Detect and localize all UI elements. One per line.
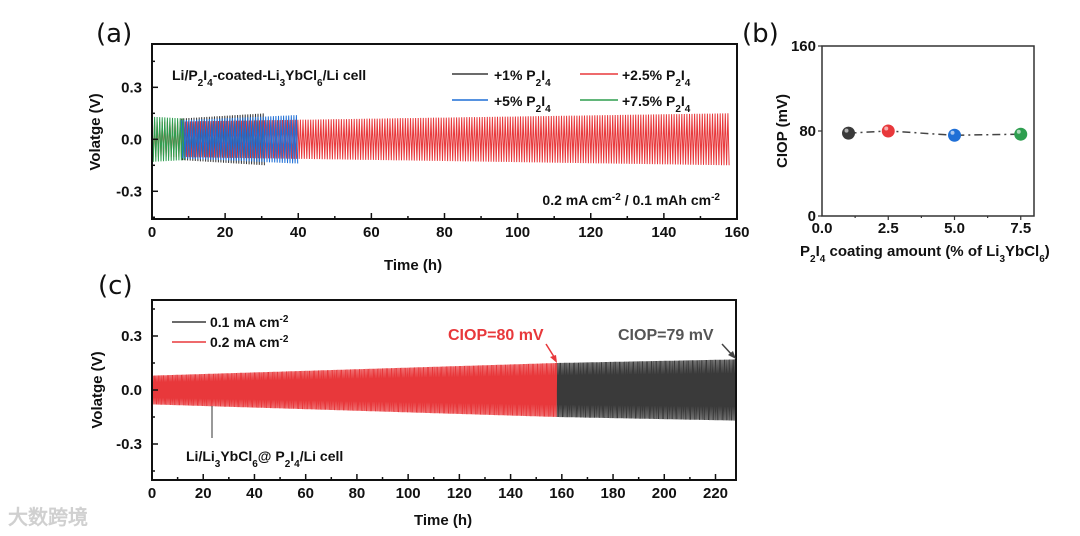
data-point-b-3	[1014, 127, 1028, 141]
series-line-c-1	[151, 362, 558, 418]
x-axis-label-a: Time (h)	[384, 257, 442, 274]
plot-area-c	[151, 359, 737, 421]
x-tick-label-c: 180	[601, 485, 626, 502]
series-line-a-2	[180, 115, 299, 164]
panel-label-b: (b)	[742, 19, 779, 49]
x-tick-label-c: 80	[349, 485, 366, 502]
y-tick-label-c: 0.3	[121, 328, 142, 345]
data-point-highlight-b-2	[950, 130, 955, 135]
y-tick-label-b: 80	[799, 123, 816, 140]
data-point-highlight-b-0	[844, 128, 849, 133]
panel-label-c: (c)	[98, 271, 133, 301]
plot-area-a	[151, 113, 730, 166]
ciop-arrowhead-gray	[728, 351, 736, 359]
x-tick-label-c: 100	[396, 485, 421, 502]
x-tick-label-a: 80	[436, 224, 453, 241]
watermark: 大数跨境	[8, 505, 88, 529]
legend-label-1pct: +1% P2I4	[494, 67, 551, 89]
series-line-a-0	[151, 113, 730, 166]
x-tick-label-b: 7.5	[1010, 220, 1031, 237]
x-tick-label-a: 20	[217, 224, 234, 241]
x-tick-label-a: 40	[290, 224, 307, 241]
data-point-highlight-b-3	[1016, 129, 1021, 134]
y-tick-label-c: -0.3	[116, 436, 142, 453]
y-tick-label-a: 0.0	[121, 131, 142, 148]
cell-annotation-c: Li/Li3YbCl6@ P2I4/Li cell	[186, 448, 343, 470]
x-tick-label-a: 160	[724, 224, 749, 241]
series-line-a-3	[151, 116, 185, 162]
y-tick-label-c: 0.0	[121, 382, 142, 399]
x-tick-label-c: 160	[549, 485, 574, 502]
x-tick-label-b: 2.5	[878, 220, 899, 237]
x-tick-label-b: 5.0	[944, 220, 965, 237]
legend-label-0-1: 0.1 mA cm-2	[210, 314, 289, 331]
x-tick-label-a: 100	[505, 224, 530, 241]
data-point-b-1	[881, 124, 895, 138]
x-tick-label-c: 60	[297, 485, 314, 502]
ciop-arrowhead-red	[550, 355, 557, 363]
y-tick-label-b: 0	[808, 208, 816, 225]
legend-c: 0.1 mA cm-2 0.2 mA cm-2	[172, 314, 289, 351]
panel-a: (a) 0 20 40 60 80 100 120 140 160 0.3 0.0 -0.3 Time…	[87, 19, 750, 274]
x-tick-label-b: 0.0	[812, 220, 833, 237]
panel-c: (c) 0 20 40 60 80 100 120 140 160 180 200 220 0.3 0.0…	[89, 271, 737, 529]
x-tick-label-c: 20	[195, 485, 212, 502]
cell-annotation-a: Li/P2I4-coated-Li3YbCl6/Li cell	[172, 67, 366, 89]
ciop-annotation-gray: CIOP=79 mV	[618, 327, 714, 344]
panel-b: (b) 0.0 2.5 5.0 7.5 0 80 160 P2I4 coating amou…	[742, 19, 1050, 265]
x-tick-label-c: 40	[246, 485, 263, 502]
x-tick-label-c: 120	[447, 485, 472, 502]
x-tick-label-c: 220	[703, 485, 728, 502]
x-tick-label-a: 120	[578, 224, 603, 241]
legend-a: +1% P2I4 +2.5% P2I4 +5% P2I4 +7.5% P2I4	[452, 67, 691, 115]
x-axis-label-b: P2I4 coating amount (% of Li3YbCl6)	[800, 243, 1050, 265]
legend-label-2-5pct: +2.5% P2I4	[622, 67, 691, 89]
legend-label-5pct: +5% P2I4	[494, 93, 551, 115]
legend-label-0-2: 0.2 mA cm-2	[210, 334, 289, 351]
x-tick-label-c: 200	[652, 485, 677, 502]
y-axis-label-c: Volatge (V)	[89, 351, 106, 428]
data-point-highlight-b-1	[884, 126, 889, 131]
x-tick-label-a: 0	[148, 224, 156, 241]
data-point-b-2	[948, 128, 961, 142]
y-tick-label-a: -0.3	[116, 183, 142, 200]
plot-area-b	[842, 124, 1028, 142]
x-axis-label-c: Time (h)	[414, 512, 472, 529]
y-tick-label-b: 160	[791, 38, 816, 55]
series-line-c-0	[556, 359, 737, 421]
x-tick-label-a: 140	[651, 224, 676, 241]
x-tick-label-c: 0	[148, 485, 156, 502]
y-axis-label-b: CIOP (mV)	[774, 94, 791, 168]
x-tick-label-a: 60	[363, 224, 380, 241]
panel-label-a: (a)	[96, 19, 132, 49]
data-point-b-0	[842, 126, 855, 140]
condition-annotation-a: 0.2 mA cm-2 / 0.1 mAh cm-2	[542, 192, 720, 209]
y-axis-label-a: Volatge (V)	[87, 93, 104, 170]
ciop-annotation-red: CIOP=80 mV	[448, 327, 544, 344]
x-tick-label-c: 140	[498, 485, 523, 502]
legend-label-7-5pct: +7.5% P2I4	[622, 93, 691, 115]
trend-line-b	[848, 130, 1021, 137]
y-tick-label-a: 0.3	[121, 79, 142, 96]
